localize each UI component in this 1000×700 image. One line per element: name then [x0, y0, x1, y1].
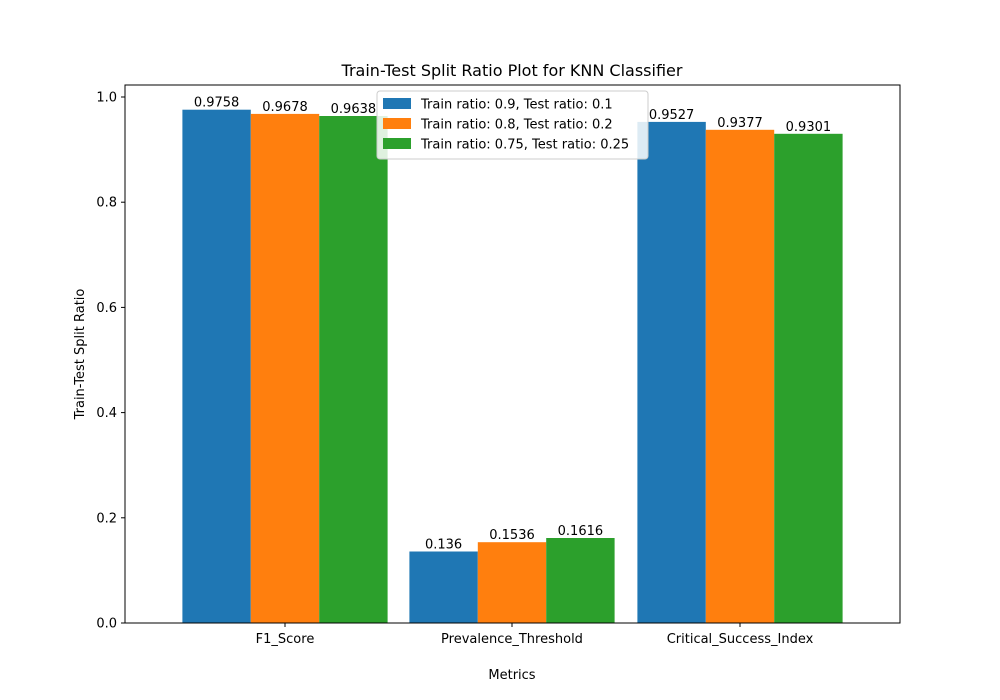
legend-box [376, 90, 649, 160]
data-label: 0.136 [425, 538, 462, 553]
y-tick-label: 0.0 [96, 617, 117, 632]
bar-series-2-prevalence-threshold [546, 538, 615, 623]
bar-series-0-f1-score [182, 109, 251, 623]
y-axis: 0.0 0.2 0.4 0.6 0.8 1.0 [96, 91, 125, 632]
legend-label: Train ratio: 0.75, Test ratio: 0.25 [420, 138, 629, 153]
x-tick-label: Prevalence_Threshold [441, 632, 583, 647]
bar-series-0-critical-success-index [637, 121, 706, 624]
legend-label: Train ratio: 0.9, Test ratio: 0.1 [420, 98, 613, 113]
y-tick-label: 1.0 [96, 91, 117, 106]
data-label: 0.9638 [331, 102, 377, 117]
y-tick-label: 0.8 [96, 196, 117, 211]
legend: Train ratio: 0.9, Test ratio: 0.1 Train r… [376, 90, 649, 160]
data-label: 0.9678 [262, 100, 308, 115]
data-label: 0.9527 [649, 108, 695, 123]
data-labels-group: 0.9758 0.136 0.9527 0.9678 0.1536 0.9377 0.963… [194, 96, 831, 553]
bar-series-1-critical-success-index [705, 129, 775, 624]
data-label: 0.9301 [786, 120, 832, 135]
data-label: 0.9377 [717, 116, 763, 131]
bar-series-2-f1-score [319, 116, 388, 623]
y-tick-label: 0.4 [96, 406, 117, 421]
data-label: 0.9758 [194, 96, 240, 111]
x-tick-label: F1_Score [256, 632, 315, 647]
data-label: 0.1536 [489, 528, 535, 543]
legend-label: Train ratio: 0.8, Test ratio: 0.2 [420, 118, 613, 133]
legend-swatch [383, 98, 411, 109]
x-axis: F1_Score Prevalence_Threshold Critical_Suc… [256, 623, 814, 647]
chart-title: Train-Test Split Ratio Plot for KNN Clas… [341, 61, 683, 80]
legend-swatch [383, 118, 411, 129]
data-label: 0.1616 [558, 524, 604, 539]
x-axis-label: Metrics [488, 668, 535, 683]
x-tick-label: Critical_Success_Index [667, 632, 814, 647]
bar-series-0-prevalence-threshold [409, 551, 478, 623]
bar-series-1-prevalence-threshold [477, 542, 547, 623]
y-tick-label: 0.6 [96, 301, 117, 316]
bar-series-2-critical-success-index [774, 133, 843, 624]
y-tick-label: 0.2 [96, 511, 117, 526]
y-axis-label: Train-Test Split Ratio [73, 289, 88, 421]
bar-series-1-f1-score [250, 113, 320, 624]
bars-group [182, 109, 843, 624]
legend-swatch [383, 138, 411, 149]
